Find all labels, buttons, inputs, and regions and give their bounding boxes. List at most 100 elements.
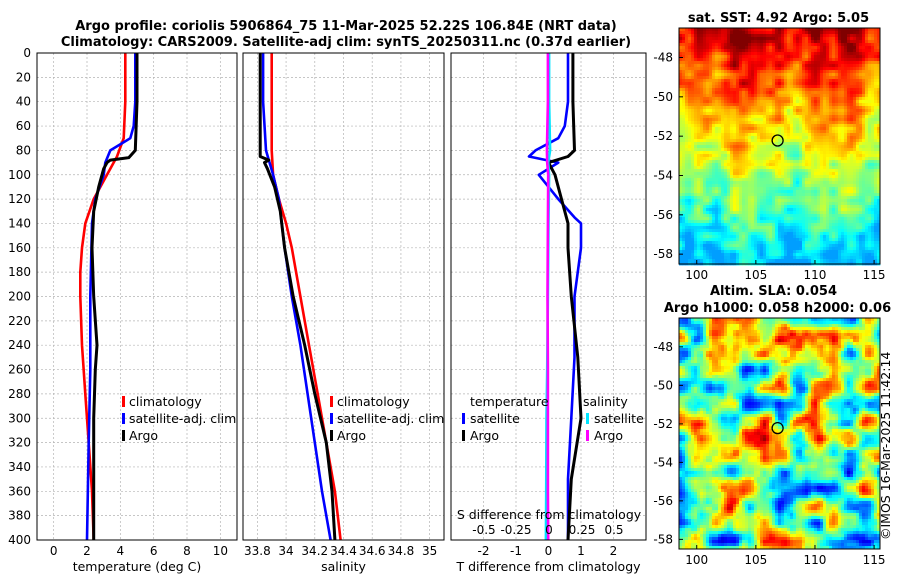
legend-label: Argo xyxy=(337,428,366,443)
map-x-tick-label: 110 xyxy=(804,553,827,567)
map-y-tick-label: -56 xyxy=(653,494,673,508)
map-x-tick-label: 105 xyxy=(744,268,767,282)
secondary-tick-label: 0.5 xyxy=(604,523,623,537)
legend-swatch xyxy=(122,413,125,424)
y-tick-label: 200 xyxy=(8,290,31,304)
y-tick-label: 40 xyxy=(16,95,31,109)
sla-map-subtitle: Argo h1000: 0.058 h2000: 0.06 xyxy=(664,301,891,316)
x-tick-label: 0 xyxy=(50,544,58,558)
legend-swatch xyxy=(122,430,125,441)
y-tick-label: 260 xyxy=(8,363,31,377)
y-tick-label: 320 xyxy=(8,436,31,450)
x-axis-label: T difference from climatology xyxy=(455,559,641,574)
map-y-tick-label: -56 xyxy=(653,208,673,222)
legend-label: satellite xyxy=(594,411,644,426)
watermark: ©IMOS 16-Mar-2025 11:42:14 xyxy=(878,352,893,540)
x-tick-label: 10 xyxy=(213,544,228,558)
y-tick-label: 160 xyxy=(8,241,31,255)
x-tick-label: 34.6 xyxy=(359,544,386,558)
legend-title-salinity: salinity xyxy=(583,394,628,409)
map-field xyxy=(679,28,880,265)
x-tick-label: 4 xyxy=(117,544,125,558)
legend-swatch xyxy=(330,396,333,407)
map-x-tick-label: 105 xyxy=(744,553,767,567)
x-tick-label: 34.8 xyxy=(388,544,415,558)
legend-swatch xyxy=(586,430,589,441)
y-tick-label: 140 xyxy=(8,216,31,230)
map-x-tick-label: 115 xyxy=(863,553,886,567)
y-tick-label: 240 xyxy=(8,338,31,352)
legend-label: satellite-adj. clim xyxy=(129,411,236,426)
map-y-tick-label: -54 xyxy=(653,169,673,183)
map-y-tick-label: -48 xyxy=(653,340,673,354)
legend-swatch xyxy=(586,413,589,424)
sst-map-panel: 100 105 110 115 -48 -50 -52 -54 -56 -58 sat. SST: … xyxy=(653,11,885,282)
legend-label: Argo xyxy=(470,428,499,443)
x-tick-label: 34.4 xyxy=(330,544,357,558)
legend-swatch xyxy=(330,413,333,424)
y-tick-label: 180 xyxy=(8,265,31,279)
legend-swatch xyxy=(462,413,465,424)
legend-label: climatology xyxy=(337,394,410,409)
secondary-tick-label: 0 xyxy=(545,523,553,537)
figure-title-line2: Climatology: CARS2009. Satellite-adj cli… xyxy=(61,35,631,50)
x-tick-label: 35 xyxy=(422,544,437,558)
y-tick-label: 220 xyxy=(8,314,31,328)
map-x-tick-label: 100 xyxy=(685,268,708,282)
map-y-tick-label: -52 xyxy=(653,129,673,143)
map-y-tick-label: -50 xyxy=(653,90,673,104)
legend-title-temperature: temperature xyxy=(470,394,549,409)
secondary-tick-label: 0.25 xyxy=(569,523,596,537)
figure-title-line1: Argo profile: coriolis 5906864_75 11-Mar… xyxy=(75,19,617,34)
y-tick-label: 120 xyxy=(8,192,31,206)
x-tick-label: -1 xyxy=(510,544,522,558)
x-tick-label: -2 xyxy=(478,544,490,558)
map-x-tick-label: 115 xyxy=(863,268,886,282)
map-x-tick-label: 100 xyxy=(685,553,708,567)
y-tick-label: 400 xyxy=(8,533,31,547)
legend-swatch xyxy=(122,396,125,407)
y-tick-label: 60 xyxy=(16,119,31,133)
x-tick-label: 8 xyxy=(183,544,191,558)
map-y-tick-label: -48 xyxy=(653,51,673,65)
sla-map-title: Altim. SLA: 0.054 xyxy=(710,284,837,299)
legend-swatch xyxy=(462,430,465,441)
y-tick-label: 360 xyxy=(8,484,31,498)
x-tick-label: 0 xyxy=(545,544,553,558)
x-tick-label: 34 xyxy=(278,544,293,558)
y-tick-label: 300 xyxy=(8,411,31,425)
legend-swatch xyxy=(330,430,333,441)
x-tick-label: 2 xyxy=(83,544,91,558)
y-tick-label: 0 xyxy=(23,46,31,60)
legend-label: satellite-adj. clim xyxy=(337,411,444,426)
temperature-panel: 0204060801001201401601802002202402602803… xyxy=(8,46,237,574)
legend-label: Argo xyxy=(129,428,158,443)
secondary-tick-label: -0.25 xyxy=(500,523,531,537)
map-y-tick-label: -58 xyxy=(653,247,673,261)
y-tick-label: 280 xyxy=(8,387,31,401)
map-x-tick-label: 110 xyxy=(804,268,827,282)
y-tick-label: 20 xyxy=(16,70,31,84)
legend-label: climatology xyxy=(129,394,202,409)
x-tick-label: 33.8 xyxy=(244,544,271,558)
sla-map-panel: 100 105 110 115 -48 -50 -52 -54 -56 -58 Altim. SLA… xyxy=(653,284,891,567)
secondary-axis-label: S difference from climatology xyxy=(457,507,642,522)
y-tick-label: 380 xyxy=(8,509,31,523)
legend-label: Argo xyxy=(594,428,623,443)
map-y-tick-label: -52 xyxy=(653,417,673,431)
legend-label: satellite xyxy=(470,411,520,426)
map-y-tick-label: -54 xyxy=(653,455,673,469)
x-tick-label: 34.2 xyxy=(301,544,328,558)
map-y-tick-label: -58 xyxy=(653,532,673,546)
x-axis-label: temperature (deg C) xyxy=(73,559,202,574)
y-tick-label: 340 xyxy=(8,460,31,474)
x-tick-label: 6 xyxy=(150,544,158,558)
series-salinity-Argo xyxy=(547,53,548,540)
x-tick-label: 1 xyxy=(577,544,585,558)
difference-panel: -2 -1 0 1 2T difference from climatology temp… xyxy=(451,53,646,574)
x-tick-label: 2 xyxy=(610,544,618,558)
y-tick-label: 100 xyxy=(8,168,31,182)
sst-map-title: sat. SST: 4.92 Argo: 5.05 xyxy=(688,11,869,26)
map-y-tick-label: -50 xyxy=(653,378,673,392)
